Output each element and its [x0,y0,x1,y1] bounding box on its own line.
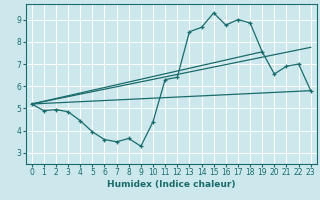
X-axis label: Humidex (Indice chaleur): Humidex (Indice chaleur) [107,180,236,189]
